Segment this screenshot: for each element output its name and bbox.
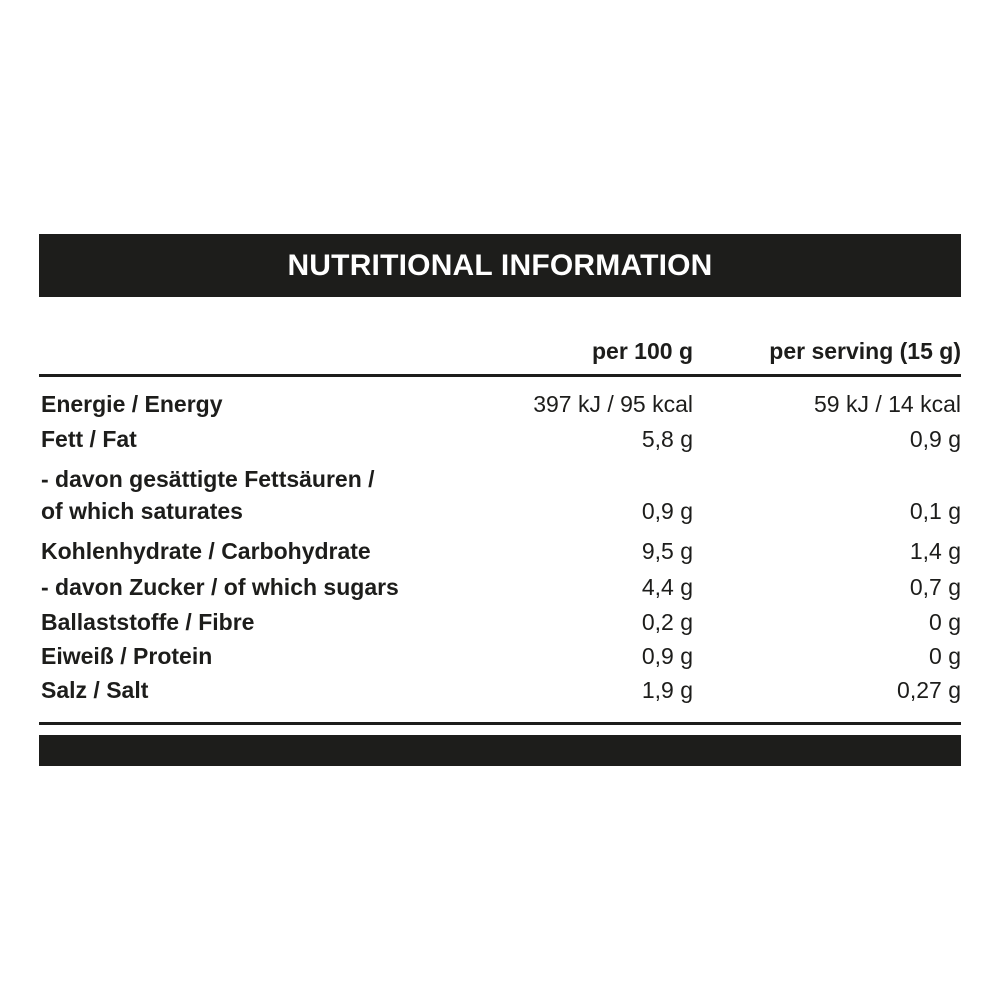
footer-divider — [39, 722, 961, 725]
table-title: NUTRITIONAL INFORMATION — [287, 248, 713, 282]
value-per-100g: 397 kJ / 95 kcal — [533, 391, 693, 417]
row-label: Kohlenhydrate / Carbohydrate — [41, 538, 371, 564]
row-label: Salz / Salt — [41, 677, 149, 703]
column-header-per-100g: per 100 g — [592, 338, 693, 364]
value-per-100g: 0,2 g — [641, 609, 693, 635]
value-per-100g: 0,9 g — [641, 498, 693, 524]
column-header-per-serving: per serving (15 g) — [769, 338, 961, 364]
row-label: Eiweiß / Protein — [41, 643, 213, 669]
value-per-serving: 0,7 g — [909, 574, 961, 600]
value-per-100g: 9,5 g — [641, 538, 693, 564]
value-per-serving: 0,27 g — [897, 677, 961, 703]
value-per-serving: 59 kJ / 14 kcal — [813, 391, 961, 417]
row-label: Ballaststoffe / Fibre — [41, 609, 255, 635]
row-label-continued: of which saturates — [41, 498, 243, 524]
value-per-100g: 1,9 g — [641, 677, 693, 703]
value-per-serving: 0 g — [929, 609, 961, 635]
title-bar: NUTRITIONAL INFORMATION — [39, 234, 961, 297]
value-per-serving: 1,4 g — [909, 538, 961, 564]
row-label: - davon Zucker / of which sugars — [41, 574, 399, 600]
value-per-100g: 4,4 g — [641, 574, 693, 600]
value-per-serving: 0 g — [929, 643, 961, 669]
value-per-serving: 0,1 g — [909, 498, 961, 524]
header-divider — [39, 374, 961, 377]
value-per-serving: 0,9 g — [909, 426, 961, 452]
row-label: Fett / Fat — [41, 426, 137, 452]
value-per-100g: 5,8 g — [641, 426, 693, 452]
row-label: Energie / Energy — [41, 391, 223, 417]
value-per-100g: 0,9 g — [641, 643, 693, 669]
footer-bar — [39, 735, 961, 766]
row-label: - davon gesättigte Fettsäuren / — [41, 466, 375, 492]
